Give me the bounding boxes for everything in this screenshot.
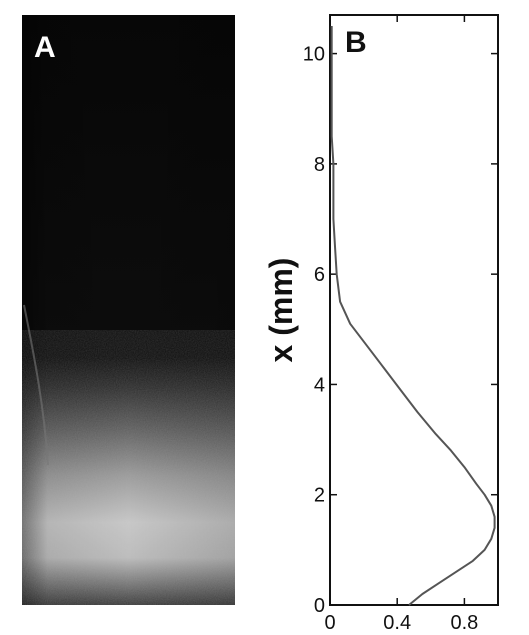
- axis-ticks: 0 2 4 6 8 10 0 0.4 0.8: [303, 15, 498, 634]
- y-tick-label: 2: [314, 485, 325, 507]
- y-tick-label: 0: [314, 595, 325, 617]
- panel-b-label: B: [345, 26, 367, 59]
- plot-frame: [329, 14, 499, 606]
- x-tick-label: 0.8: [450, 612, 478, 634]
- panel-b-chart: B x (mm) 0 2 4 6 8 10 0 0.4 0.8: [263, 14, 499, 634]
- y-tick-label: 8: [314, 154, 325, 176]
- x-tick-label: 0: [324, 612, 335, 634]
- series-line: [330, 26, 496, 606]
- y-axis-label: x (mm): [263, 258, 299, 363]
- x-tick-label: 0.4: [383, 612, 411, 634]
- panel-a-label-text: A: [34, 31, 56, 64]
- y-tick-label: 4: [314, 374, 325, 396]
- y-tick-label: 6: [314, 264, 325, 286]
- panel-a-streak: [23, 304, 49, 466]
- y-tick-label: 10: [303, 44, 325, 66]
- panel-a-noise: [22, 355, 235, 605]
- series-group: [330, 26, 496, 606]
- panel-a-image: B A: [22, 15, 235, 605]
